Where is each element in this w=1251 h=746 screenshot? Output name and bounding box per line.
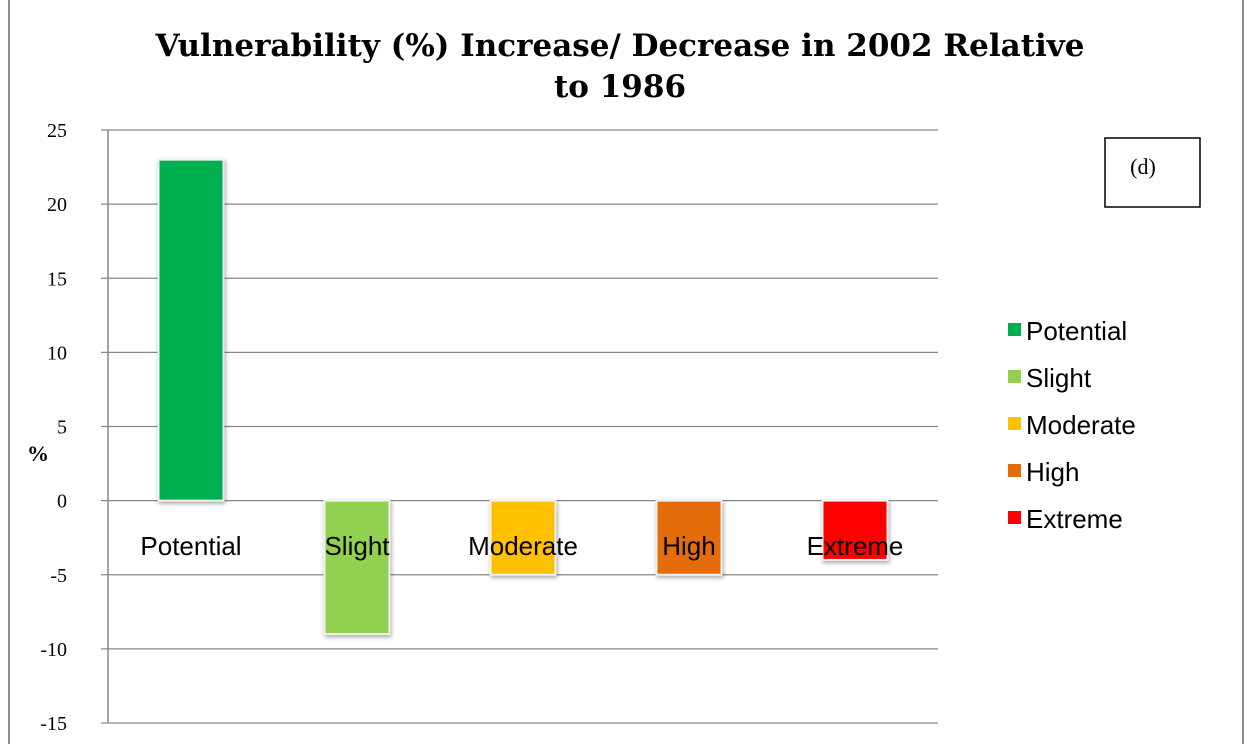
legend-label: Potential xyxy=(1026,316,1127,346)
annotation-box: (d) xyxy=(1104,137,1201,208)
y-tick-label: 0 xyxy=(57,491,67,513)
legend-swatch xyxy=(1008,511,1021,524)
legend-label: Slight xyxy=(1026,363,1092,393)
y-tick-label: 25 xyxy=(47,120,67,142)
bar xyxy=(821,499,889,561)
y-tick-label: 10 xyxy=(47,342,67,364)
y-axis-ticks: 25 20 15 10 5 0 -5 -10 -15 xyxy=(40,120,67,735)
chart-title-line-1: Vulnerability (%) Increase/ Decrease in … xyxy=(154,28,1084,64)
bar xyxy=(157,158,225,502)
y-tick-label: 15 xyxy=(47,268,67,290)
bar xyxy=(655,499,723,576)
bars xyxy=(157,158,889,636)
legend-label: Moderate xyxy=(1026,410,1136,440)
gridlines xyxy=(101,129,938,724)
x-tick-label: High xyxy=(662,531,715,561)
y-tick-label: -5 xyxy=(50,565,67,587)
legend-swatch xyxy=(1008,370,1021,383)
chart-title-line-2: to 1986 xyxy=(554,69,686,105)
legend-swatch xyxy=(1008,417,1021,430)
chart-frame xyxy=(8,0,1244,744)
bar xyxy=(489,499,557,576)
legend-swatch xyxy=(1008,464,1021,477)
annotation-label: (d) xyxy=(1130,154,1156,179)
legend-swatch xyxy=(1008,323,1021,336)
y-tick-label: -15 xyxy=(40,713,67,735)
x-tick-label: Moderate xyxy=(468,531,578,561)
x-axis-labels: Potential Slight Moderate High Extreme xyxy=(140,531,903,561)
y-axis-label: % xyxy=(27,441,49,466)
x-tick-label: Potential xyxy=(140,531,241,561)
bar xyxy=(323,499,391,636)
legend-label: Extreme xyxy=(1026,504,1123,534)
y-tick-label: 20 xyxy=(47,194,67,216)
legend: Potential Slight Moderate High Extreme xyxy=(1008,316,1136,534)
x-tick-label: Slight xyxy=(324,531,390,561)
y-tick-label: 5 xyxy=(57,417,67,439)
x-tick-label: Extreme xyxy=(807,531,904,561)
legend-label: High xyxy=(1026,457,1079,487)
y-tick-label: -10 xyxy=(40,639,67,661)
